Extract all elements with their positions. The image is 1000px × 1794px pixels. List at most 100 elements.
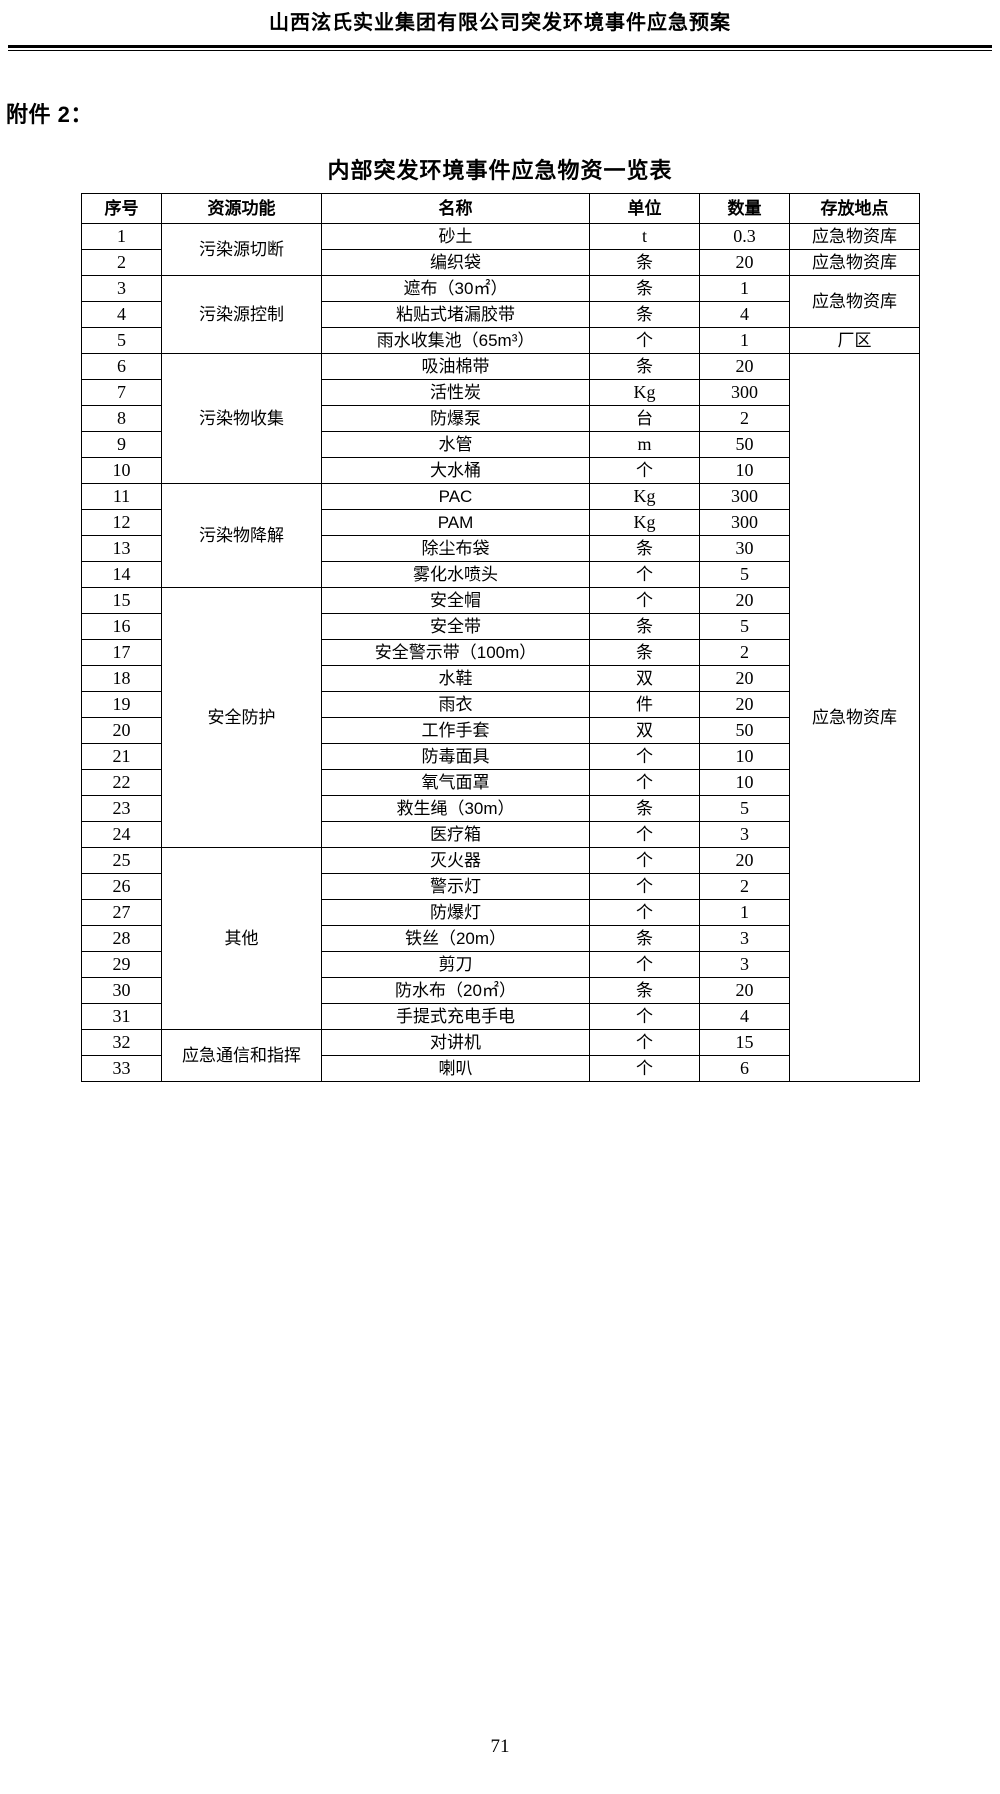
cell-resource-function: 污染源控制: [161, 275, 322, 354]
cell-index: 13: [81, 535, 162, 562]
cell-index: 2: [81, 249, 162, 276]
cell-index: 20: [81, 717, 162, 744]
cell-unit: 条: [589, 795, 700, 822]
cell-unit: 个: [589, 743, 700, 770]
cell-storage-location: 厂区: [789, 327, 920, 354]
cell-material-name: 水鞋: [321, 665, 590, 692]
cell-material-name: 警示灯: [321, 873, 590, 900]
emergency-materials-table: 序号 资源功能 名称 单位 数量 存放地点 1 污染源切断 砂土 t 0.3 应急物资库 2…: [81, 193, 920, 1082]
cell-quantity: 1: [699, 327, 790, 354]
column-header-location: 存放地点: [789, 193, 920, 224]
cell-index: 29: [81, 951, 162, 978]
table-row: 20 工作手套双 50: [81, 717, 920, 744]
cell-unit: Kg: [589, 483, 700, 510]
cell-quantity: 30: [699, 535, 790, 562]
cell-material-name: 粘贴式堵漏胶带: [321, 301, 590, 328]
cell-material-name: 吸油棉带: [321, 353, 590, 380]
header-rule-thick: [8, 45, 992, 48]
cell-quantity: 5: [699, 561, 790, 588]
cell-unit: 条: [589, 639, 700, 666]
cell-index: 28: [81, 925, 162, 952]
cell-material-name: 剪刀: [321, 951, 590, 978]
cell-storage-location: 应急物资库: [789, 249, 920, 276]
table-row: 14 雾化水喷头个 5: [81, 561, 920, 588]
cell-quantity: 5: [699, 795, 790, 822]
cell-unit: 个: [589, 1003, 700, 1030]
cell-quantity: 10: [699, 743, 790, 770]
cell-unit: 条: [589, 353, 700, 380]
cell-index: 9: [81, 431, 162, 458]
table-row: 9 水管 m 50: [81, 431, 920, 458]
cell-index: 3: [81, 275, 162, 302]
cell-material-name: 砂土: [321, 223, 590, 250]
cell-index: 23: [81, 795, 162, 822]
cell-material-name: 救生绳（30m）: [321, 795, 590, 822]
cell-index: 10: [81, 457, 162, 484]
cell-unit: 个: [589, 769, 700, 796]
cell-quantity: 20: [699, 665, 790, 692]
cell-quantity: 2: [699, 873, 790, 900]
cell-resource-function: 应急通信和指挥: [161, 1029, 322, 1082]
cell-unit: 双: [589, 717, 700, 744]
cell-quantity: 2: [699, 639, 790, 666]
cell-index: 25: [81, 847, 162, 874]
table-head: 序号 资源功能 名称 单位 数量 存放地点: [81, 193, 920, 224]
cell-material-name: 喇叭: [321, 1055, 590, 1082]
cell-material-name: 活性炭: [321, 379, 590, 406]
cell-quantity: 3: [699, 951, 790, 978]
cell-material-name: 医疗箱: [321, 821, 590, 848]
cell-storage-location: 应急物资库: [789, 223, 920, 250]
table-row: 18 水鞋双 20: [81, 665, 920, 692]
cell-unit: Kg: [589, 379, 700, 406]
table-row: 23 救生绳（30m）条 5: [81, 795, 920, 822]
table-row: 16 安全带条 5: [81, 613, 920, 640]
cell-index: 18: [81, 665, 162, 692]
cell-material-name: 对讲机: [321, 1029, 590, 1056]
header-rule-thin: [8, 50, 992, 51]
cell-material-name: 安全带: [321, 613, 590, 640]
cell-material-name: 雾化水喷头: [321, 561, 590, 588]
cell-unit: 个: [589, 1029, 700, 1056]
cell-unit: 件: [589, 691, 700, 718]
cell-index: 12: [81, 509, 162, 536]
column-header-function: 资源功能: [161, 193, 322, 224]
cell-quantity: 1: [699, 899, 790, 926]
column-header-index: 序号: [81, 193, 162, 224]
cell-index: 26: [81, 873, 162, 900]
table-row: 3 污染源控制 遮布（30㎡）条 1 应急物资库: [81, 275, 920, 354]
cell-index: 30: [81, 977, 162, 1004]
cell-unit: 个: [589, 327, 700, 354]
cell-index: 16: [81, 613, 162, 640]
cell-unit: 条: [589, 301, 700, 328]
cell-quantity: 10: [699, 769, 790, 796]
table-title: 内部突发环境事件应急物资一览表: [327, 158, 673, 183]
table-row: 5 雨水收集池（65m³）个 1 厂区: [81, 327, 920, 354]
table-row: 30 防水布（20㎡）条 20: [81, 977, 920, 1004]
column-header-name: 名称: [321, 193, 590, 224]
column-header-unit: 单位: [589, 193, 700, 224]
cell-unit: 双: [589, 665, 700, 692]
header-divider: [8, 45, 992, 51]
cell-quantity: 20: [699, 249, 790, 276]
cell-quantity: 20: [699, 691, 790, 718]
cell-material-name: 工作手套: [321, 717, 590, 744]
cell-resource-function: 污染物收集: [161, 353, 322, 484]
cell-index: 33: [81, 1055, 162, 1082]
table-row: 25 其他 灭火器个 20: [81, 847, 920, 1030]
table-row: 11 污染物降解 PAC Kg 300: [81, 483, 920, 588]
table-row: 29 剪刀个 3: [81, 951, 920, 978]
cell-quantity: 3: [699, 925, 790, 952]
page-number: 71: [490, 1736, 510, 1757]
cell-quantity: 3: [699, 821, 790, 848]
cell-material-name: 氧气面罩: [321, 769, 590, 796]
table-header-row: 序号 资源功能 名称 单位 数量 存放地点: [81, 193, 920, 224]
running-header-title: 山西泫氏实业集团有限公司突发环境事件应急预案: [269, 12, 731, 34]
cell-unit: Kg: [589, 509, 700, 536]
cell-material-name: 防爆灯: [321, 899, 590, 926]
cell-index: 11: [81, 483, 162, 510]
cell-quantity: 5: [699, 613, 790, 640]
table-row: 15 安全防护 安全帽个 20: [81, 587, 920, 848]
cell-unit: 个: [589, 873, 700, 900]
cell-index: 24: [81, 821, 162, 848]
